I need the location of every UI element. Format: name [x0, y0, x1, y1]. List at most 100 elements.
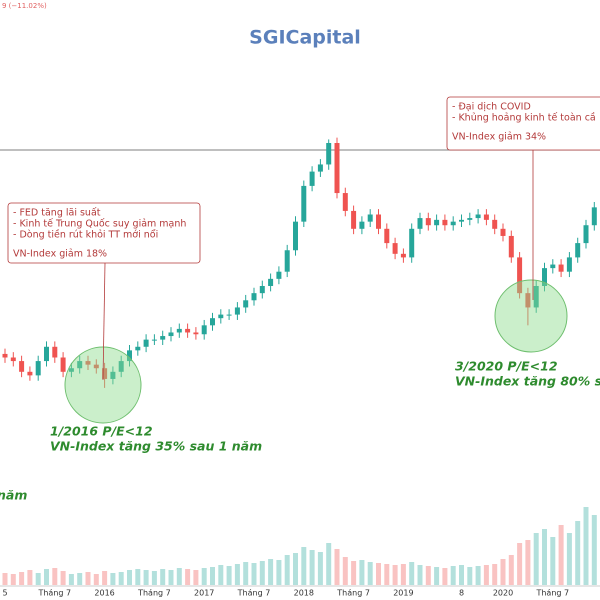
volume-bar — [259, 561, 265, 585]
volume-bar — [376, 563, 381, 585]
volume-bar — [583, 507, 589, 585]
volume-bar — [475, 566, 481, 585]
candle-body — [442, 219, 448, 226]
volume-bar — [434, 567, 440, 585]
volume-bar — [60, 571, 66, 585]
candle-body — [19, 361, 25, 372]
candle-body — [10, 357, 16, 362]
volume-bar — [127, 570, 132, 585]
volume-bar — [93, 574, 99, 585]
volume-bar — [425, 566, 431, 585]
candle-body — [359, 221, 365, 229]
candle-body — [234, 307, 240, 315]
candle-body — [93, 364, 99, 369]
volume-bar — [591, 515, 597, 585]
note-text: 3/2020 P/E<12 — [455, 359, 558, 374]
candle-body — [160, 336, 166, 340]
callout-text: VN-Index giảm 18% — [13, 249, 107, 260]
volume-bar — [35, 573, 41, 585]
note-text: 1/2016 P/E<12 — [50, 424, 153, 439]
volume-bar — [234, 564, 240, 585]
candle-body — [27, 371, 33, 376]
candle-body — [193, 332, 199, 335]
candle-body — [434, 219, 440, 226]
volume-bar — [317, 552, 323, 585]
callout-box — [7, 202, 201, 264]
volume-bar — [533, 533, 539, 585]
candle-body — [517, 257, 523, 294]
candle-body — [60, 357, 66, 372]
volume-bar — [367, 562, 373, 585]
candle-body — [77, 361, 83, 369]
volume-bar — [492, 564, 498, 585]
candle-body — [68, 368, 74, 372]
candle-body — [533, 286, 539, 308]
candle-body — [376, 214, 381, 229]
x-tick-label: 2017 — [194, 589, 214, 598]
candle-body — [492, 219, 498, 229]
volume-bar — [351, 561, 357, 585]
volume-bar — [143, 570, 149, 585]
volume-bar — [193, 570, 199, 585]
volume-bar — [558, 525, 564, 585]
note-text: VN-Index tăng 80% s — [455, 374, 600, 389]
candle-body — [326, 143, 332, 165]
volume-bar — [118, 572, 124, 585]
candle-body — [483, 214, 489, 220]
x-tick-label: 2019 — [393, 589, 413, 598]
callout-pointer — [102, 262, 106, 381]
callout-text: - Khủng hoảng kinh tế toàn cầ — [452, 113, 596, 124]
volume-bar — [342, 557, 348, 585]
candle-body — [243, 300, 249, 308]
volume-bar — [566, 533, 572, 585]
volume-bar — [409, 562, 415, 585]
candle-body — [293, 221, 298, 251]
candle-body — [384, 228, 390, 244]
candle-body — [467, 218, 473, 220]
candle-body — [151, 339, 157, 341]
x-tick-label: 8 — [459, 589, 464, 598]
x-tick-label: Tháng 7 — [137, 589, 171, 598]
candle-body — [226, 314, 232, 316]
callout-text: - Dòng tiền rút khỏi TT mới nổi — [13, 230, 158, 241]
volume-bar — [467, 567, 473, 585]
volume-bar — [459, 565, 464, 585]
volume-bar — [77, 573, 83, 585]
candle-body — [591, 207, 597, 226]
volume-bar — [400, 564, 406, 585]
volume-bar — [417, 565, 423, 585]
volume-bar — [508, 555, 514, 585]
volume-bar — [326, 543, 332, 585]
candle-body — [583, 225, 589, 244]
volume-bar — [500, 559, 506, 585]
highlight-circle — [64, 346, 142, 424]
volume-bar — [160, 569, 166, 585]
candle-body — [143, 339, 149, 347]
candle-body — [392, 243, 398, 254]
volume-bar — [301, 547, 307, 585]
volume-bar — [110, 573, 116, 585]
candle-body — [425, 218, 431, 226]
candle-body — [459, 219, 464, 222]
candle-body — [542, 268, 547, 286]
chart-title: SGICapital — [249, 27, 361, 49]
callout-text: VN-Index giảm 34% — [452, 132, 546, 143]
callout-text: - Kinh tế Trung Quốc suy giảm mạnh — [13, 219, 186, 230]
x-tick-label: Tháng 7 — [237, 589, 271, 598]
volume-bar — [450, 566, 456, 585]
candle-body — [450, 221, 456, 226]
candle-body — [127, 350, 132, 362]
volume-bar — [575, 521, 581, 585]
x-tick-label: Tháng 7 — [535, 589, 569, 598]
candle-body — [575, 243, 581, 258]
x-tick-label: 5 — [2, 589, 7, 598]
volume-bar — [218, 565, 224, 585]
candle-body — [309, 171, 315, 186]
volume-bar — [135, 569, 141, 585]
candle-body — [185, 328, 191, 333]
volume-bar — [210, 567, 215, 585]
candle-body — [284, 250, 290, 272]
volume-bar — [201, 568, 207, 585]
candle-body — [218, 314, 224, 319]
candle-body — [317, 164, 323, 172]
